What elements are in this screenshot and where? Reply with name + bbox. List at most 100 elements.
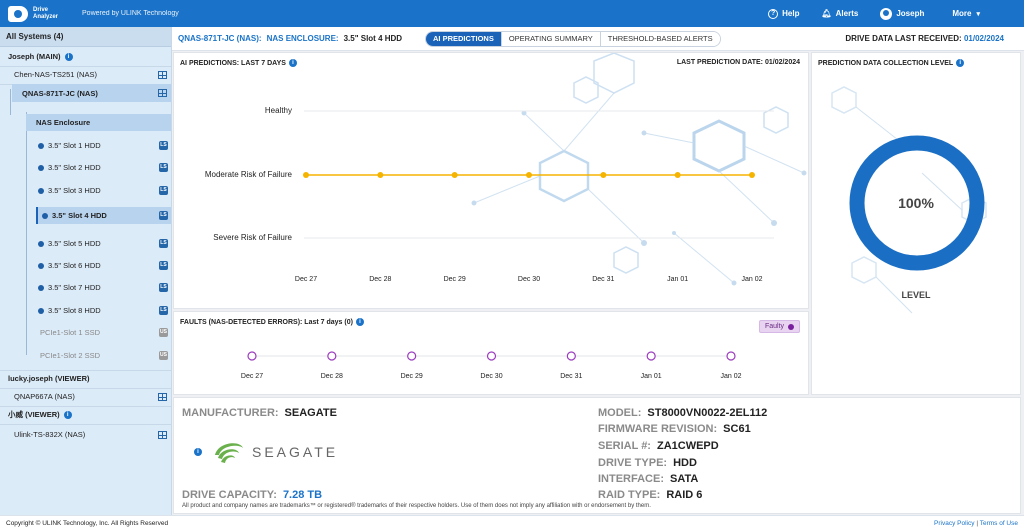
table-icon[interactable]: [158, 430, 167, 439]
breadcrumb-system[interactable]: QNAS-871T-JC (NAS):: [178, 34, 262, 43]
fault-x-tick: Dec 27: [240, 373, 264, 380]
fault-point-dec-30[interactable]: [486, 351, 497, 361]
help-button[interactable]: ? Help: [768, 8, 800, 19]
sidebar-item-slot-5[interactable]: 3.5" Slot 5 HDD LS: [0, 235, 171, 252]
info-icon[interactable]: i: [63, 410, 72, 419]
model-field: MODEL: ST8000VN0022-2EL112: [598, 407, 767, 419]
info-icon[interactable]: i: [956, 59, 965, 67]
tree-line: [26, 112, 27, 355]
sidebar-item-slot-6[interactable]: 3.5" Slot 6 HDD LS: [0, 257, 171, 274]
faults-panel: FAULTS (NAS-DETECTED ERRORS): Last 7 day…: [173, 311, 809, 395]
breadcrumb-drive: 3.5" Slot 4 HDD: [343, 34, 403, 43]
faulty-legend-dot: [788, 323, 794, 330]
sidebar-group-xiaowei[interactable]: 小威 (VIEWER) i: [0, 406, 171, 423]
manufacturer-value: SEAGATE: [284, 407, 337, 419]
drive-type-label: DRIVE TYPE:: [598, 457, 668, 469]
fault-point-dec-28[interactable]: [327, 351, 337, 361]
sidebar-item-label: PCIe1-Slot 2 SSD: [40, 351, 101, 360]
sidebar-item-slot-4[interactable]: 3.5" Slot 4 HDD LS: [36, 207, 171, 224]
serial-label: SERIAL #:: [598, 440, 651, 452]
prediction-point-dec-29[interactable]: [451, 172, 458, 178]
tab-ai-predictions[interactable]: AI PREDICTIONS: [426, 32, 502, 46]
sidebar-item-qnap667a[interactable]: QNAP667A (NAS): [0, 388, 171, 405]
info-icon[interactable]: i: [355, 318, 364, 326]
sidebar-item-pcie-slot-2[interactable]: PCIe1-Slot 2 SSD US: [0, 347, 171, 364]
footer-links: Privacy Policy | Terms of Use: [934, 520, 1018, 527]
fault-point-dec-27[interactable]: [247, 351, 257, 361]
bell-icon: 🔔︎: [821, 9, 832, 18]
app-logo[interactable]: Drive Analyzer: [8, 5, 58, 22]
sidebar-item-slot-7[interactable]: 3.5" Slot 7 HDD LS: [0, 279, 171, 296]
breadcrumb-enclosure[interactable]: NAS ENCLOSURE:: [266, 34, 339, 43]
status-dot: [38, 240, 44, 247]
fault-point-dec-31[interactable]: [566, 351, 576, 361]
user-menu[interactable]: Joseph: [880, 7, 924, 20]
info-icon[interactable]: i: [288, 59, 297, 67]
sidebar-item-qnas[interactable]: QNAS-871T-JC (NAS): [12, 84, 171, 102]
table-icon[interactable]: [158, 89, 167, 97]
model-value: ST8000VN0022-2EL112: [647, 407, 768, 419]
interface-field: INTERFACE: SATA: [598, 473, 698, 485]
prediction-point-dec-31[interactable]: [600, 172, 607, 178]
fault-point-jan-01[interactable]: [646, 351, 656, 361]
sidebar-item-slot-3[interactable]: 3.5" Slot 3 HDD LS: [0, 182, 171, 199]
drive-tag: LS: [159, 141, 168, 150]
privacy-policy-link[interactable]: Privacy Policy: [934, 519, 975, 527]
drive-info-panel: MANUFACTURER: SEAGATE i SEAGATE DRIVE CAP…: [173, 397, 1021, 514]
ai-predictions-panel: AI PREDICTIONS: LAST 7 DAYS i LAST PREDI…: [173, 52, 809, 309]
drive-tag: LS: [159, 239, 168, 248]
fault-point-jan-02[interactable]: [726, 351, 736, 361]
sidebar-item-slot-1[interactable]: 3.5" Slot 1 HDD LS: [0, 137, 171, 154]
sidebar-title[interactable]: All Systems (4): [0, 27, 171, 47]
sidebar-item-slot-8[interactable]: 3.5" Slot 8 HDD LS: [0, 302, 171, 319]
interface-value: SATA: [670, 473, 699, 485]
alerts-button[interactable]: 🔔︎ Alerts: [822, 9, 859, 18]
alerts-label: Alerts: [835, 9, 859, 18]
tab-operating-summary[interactable]: OPERATING SUMMARY: [501, 32, 601, 46]
help-label: Help: [782, 9, 800, 18]
last-received-value: 01/02/2024: [963, 34, 1004, 43]
y-level-healthy: Healthy: [264, 106, 292, 115]
sidebar-group-lucky-joseph[interactable]: lucky.joseph (VIEWER): [0, 370, 171, 387]
divider: [0, 388, 171, 389]
faulty-legend-label: Faulty: [764, 323, 784, 330]
drive-tag: LS: [159, 211, 168, 220]
drive-header: QNAS-871T-JC (NAS): NAS ENCLOSURE: 3.5" …: [172, 27, 1024, 51]
terms-of-use-link[interactable]: Terms of Use: [979, 519, 1018, 527]
sidebar-item-chen-nas[interactable]: Chen-NAS-TS251 (NAS): [0, 66, 171, 83]
footer: Copyright © ULINK Technology, Inc. All R…: [0, 515, 1024, 530]
sidebar-item-slot-2[interactable]: 3.5" Slot 2 HDD LS: [0, 159, 171, 176]
sidebar-item-ulink-ts[interactable]: Ulink-TS-832X (NAS): [0, 426, 171, 443]
table-icon[interactable]: [158, 70, 167, 79]
tab-threshold-alerts[interactable]: THRESHOLD-BASED ALERTS: [600, 32, 720, 46]
sidebar-item-pcie-slot-1[interactable]: PCIe1-Slot 1 SSD US: [0, 324, 171, 341]
firmware-label: FIRMWARE REVISION:: [598, 423, 718, 435]
prediction-point-jan-01[interactable]: [674, 172, 681, 178]
prediction-point-jan-02[interactable]: [749, 172, 755, 178]
divider: [0, 406, 171, 407]
prediction-point-dec-27[interactable]: [303, 172, 309, 178]
prediction-point-dec-30[interactable]: [526, 172, 532, 178]
drive-tag: LS: [159, 283, 168, 292]
divider: [0, 370, 171, 371]
drive-tag: LS: [159, 306, 168, 315]
fault-point-dec-29[interactable]: [407, 351, 417, 361]
info-icon[interactable]: i: [64, 52, 73, 61]
trademark-disclaimer: All product and company names are tradem…: [182, 503, 651, 509]
drive-tag: US: [159, 351, 168, 360]
sidebar-item-label: 3.5" Slot 6 HDD: [48, 261, 101, 270]
sidebar-group-joseph[interactable]: Joseph (MAIN) i: [0, 48, 171, 65]
capacity-value: 7.28 TB: [282, 489, 323, 501]
faults-title-text: FAULTS (NAS-DETECTED ERRORS): Last 7 day…: [180, 318, 353, 326]
y-level-moderate: Moderate Risk of Failure: [204, 170, 292, 179]
status-dot: [38, 142, 44, 149]
fault-x-tick: Jan 01: [640, 373, 662, 380]
info-icon[interactable]: i: [194, 448, 202, 456]
drive-tag: US: [159, 328, 168, 337]
sidebar-item-nas-enclosure[interactable]: NAS Enclosure: [26, 114, 171, 131]
table-icon[interactable]: [158, 392, 167, 401]
prediction-point-dec-28[interactable]: [377, 172, 384, 178]
more-menu-button[interactable]: More ▾: [952, 9, 980, 18]
y-level-severe: Severe Risk of Failure: [213, 233, 292, 242]
prediction-x-tick: Dec 31: [592, 276, 615, 283]
